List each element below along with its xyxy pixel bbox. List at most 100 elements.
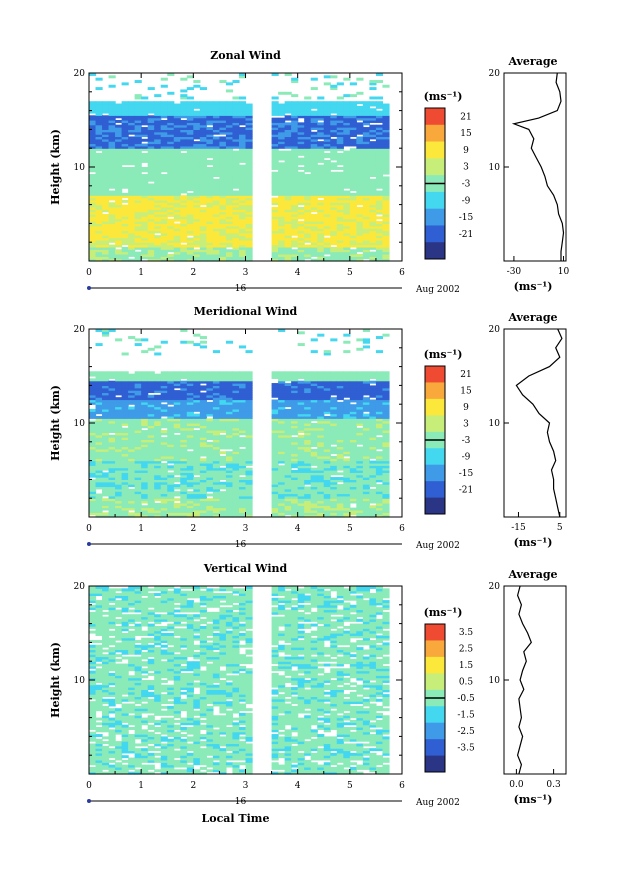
heatmap-cell: [174, 503, 181, 506]
heatmap-cell: [298, 331, 305, 334]
heatmap-cell: [219, 80, 226, 83]
heatmap-cell: [174, 435, 181, 438]
heatmap-cell: [219, 468, 226, 471]
heatmap-cell: [206, 160, 213, 163]
heatmap-cell: [337, 82, 344, 85]
colorbar-segment: [425, 242, 445, 259]
heatmap-cell: [330, 115, 337, 118]
colorbar-label: -21: [459, 230, 474, 240]
heatmap-cell: [376, 97, 383, 100]
heatmap-cell: [141, 139, 148, 142]
heatmap-cell: [330, 162, 337, 165]
heatmap-cell: [122, 200, 129, 203]
x-tick-label: 1: [138, 268, 144, 278]
heatmap-cell: [115, 125, 122, 128]
heatmap-cell: [317, 371, 324, 374]
heatmap-cell: [317, 165, 324, 168]
heatmap-cell: [148, 101, 155, 104]
x-tick-label: 6: [399, 268, 405, 278]
heatmap-cells: [89, 73, 390, 262]
heatmap-cell: [324, 238, 331, 241]
heatmap-cell: [102, 371, 109, 374]
colorbar-unit: (ms⁻¹): [424, 90, 463, 103]
colorbar-segment: [425, 192, 445, 209]
heatmap-cell: [356, 78, 363, 81]
heatmap-cell: [193, 334, 200, 337]
heatmap-cell: [200, 87, 207, 90]
heatmap-cell: [232, 101, 239, 104]
heatmap-cell: [206, 402, 213, 405]
heatmap-cell: [187, 341, 194, 344]
date-label: Aug 2002: [415, 285, 460, 295]
heatmap-cell: [317, 200, 324, 203]
heatmap-cell: [135, 371, 142, 374]
heatmap-cell: [382, 176, 389, 179]
heatmap-cell: [122, 193, 129, 196]
heatmap-cell: [115, 397, 122, 400]
heatmap-cell: [219, 482, 226, 485]
day-axis-marker: [87, 286, 91, 290]
heatmap-cell: [356, 136, 363, 139]
heatmap-cell: [298, 167, 305, 170]
heatmap-cell: [167, 465, 174, 468]
heatmap-cell: [89, 378, 96, 381]
heatmap-cell: [330, 247, 337, 250]
heatmap-cell: [304, 486, 311, 489]
colorbar-segment: [425, 125, 445, 142]
heatmap-cell: [213, 371, 220, 374]
heatmap-cell: [141, 144, 148, 147]
heatmap-cell: [213, 179, 220, 182]
heatmap-cell: [356, 92, 363, 95]
heatmap-cell: [369, 125, 376, 128]
colorbar-segment: [425, 108, 445, 125]
colorbar-label: 21: [460, 112, 471, 122]
heatmap-cell: [350, 101, 357, 104]
heatmap-cell: [200, 336, 207, 339]
heatmap-cell: [89, 174, 96, 177]
heatmap-cell: [343, 101, 350, 104]
heatmap-cell: [180, 101, 187, 104]
heatmap-cell: [343, 151, 350, 154]
colorbar-label: 3: [463, 163, 469, 173]
heatmap-cell: [272, 400, 279, 403]
heatmap-cell: [193, 141, 200, 144]
heatmap-cell: [180, 94, 187, 97]
heatmap-cell: [128, 136, 135, 139]
heatmap-cell: [369, 87, 376, 90]
heatmap-cell: [154, 353, 161, 356]
heatmap-cell: [311, 214, 318, 217]
heatmap-cell: [298, 343, 305, 346]
heatmap-cell: [304, 174, 311, 177]
heatmap-cell: [122, 353, 129, 356]
x-tick-label: 3: [243, 268, 249, 278]
heatmap-cell: [206, 167, 213, 170]
heatmap-cell: [115, 371, 122, 374]
heatmap-cell: [330, 75, 337, 78]
heatmap-cell: [154, 395, 161, 398]
heatmap-cell: [272, 207, 279, 210]
heatmap-cell: [102, 115, 109, 118]
colorbar-segment: [425, 158, 445, 175]
heatmap-cell: [219, 136, 226, 139]
heatmap-cell: [141, 153, 148, 156]
heatmap-cell: [298, 371, 305, 374]
heatmap-cell: [324, 75, 331, 78]
heatmap-cell: [167, 254, 174, 257]
heatmap-cell: [311, 371, 318, 374]
heatmap-cell: [298, 158, 305, 161]
average-title: Average: [507, 55, 557, 68]
heatmap-cell: [337, 172, 344, 175]
heatmap-cell: [363, 127, 370, 130]
heatmap-cell: [350, 82, 357, 85]
heatmap-cell: [200, 341, 207, 344]
heatmap-cell: [96, 416, 103, 419]
heatmap-cell: [180, 195, 187, 198]
heatmap-cell: [232, 97, 239, 100]
heatmap-cell: [206, 101, 213, 104]
heatmap-cell: [115, 104, 122, 107]
heatmap-cell: [350, 139, 357, 142]
heatmap-cell: [115, 338, 122, 341]
heatmap-cell: [239, 127, 246, 130]
heatmap-cell: [278, 162, 285, 165]
